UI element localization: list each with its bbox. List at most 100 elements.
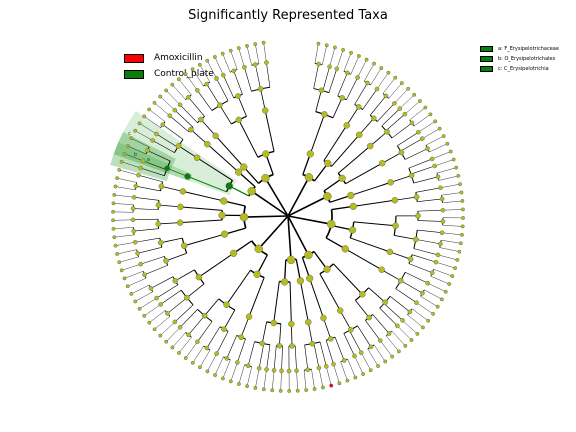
tree-branch bbox=[313, 251, 328, 270]
tree-branch bbox=[394, 235, 416, 240]
tree-branch bbox=[441, 239, 461, 244]
tree-node bbox=[460, 199, 465, 203]
tree-branch bbox=[394, 196, 417, 201]
tree-node bbox=[113, 243, 118, 248]
tree-node bbox=[454, 165, 459, 170]
tree-node bbox=[439, 297, 444, 302]
tree-node bbox=[164, 339, 169, 344]
tree-node bbox=[423, 105, 428, 110]
tree-branch bbox=[295, 259, 302, 281]
tree-branch bbox=[318, 367, 324, 388]
tree-node bbox=[262, 150, 270, 158]
tree-branch bbox=[353, 199, 395, 207]
tree-node bbox=[305, 318, 312, 326]
tree-node bbox=[448, 149, 453, 154]
tree-branch bbox=[206, 83, 221, 106]
tree-node bbox=[205, 58, 210, 63]
tree-node bbox=[197, 62, 202, 67]
tree-branch bbox=[140, 167, 165, 177]
tree-branch bbox=[240, 316, 250, 338]
tree-branch bbox=[266, 344, 271, 370]
tree-branch bbox=[140, 256, 165, 265]
tree-branch bbox=[313, 63, 319, 89]
tree-branch bbox=[333, 364, 340, 384]
tree-branch bbox=[160, 96, 175, 111]
tree-branch bbox=[332, 97, 343, 118]
tree-node bbox=[440, 219, 446, 224]
tree-node bbox=[367, 142, 374, 150]
tree-node bbox=[253, 42, 258, 46]
tree-node bbox=[270, 319, 277, 327]
tree-node bbox=[204, 140, 211, 148]
tree-node bbox=[133, 128, 138, 133]
tree-node bbox=[264, 60, 269, 65]
clade-swatch bbox=[480, 56, 493, 62]
tree-node bbox=[378, 266, 385, 273]
tree-node bbox=[155, 221, 162, 227]
tree-branch bbox=[410, 165, 435, 175]
tree-branch bbox=[214, 356, 224, 376]
tree-branch bbox=[281, 345, 283, 371]
tree-node bbox=[256, 365, 262, 371]
tree-branch bbox=[322, 45, 327, 65]
tree-node bbox=[225, 182, 233, 190]
tree-node bbox=[220, 51, 225, 56]
tree-node bbox=[345, 70, 350, 76]
tree-node bbox=[288, 320, 295, 328]
tree-branch bbox=[233, 70, 243, 95]
tree-branch bbox=[214, 56, 224, 76]
tree-node bbox=[213, 55, 217, 59]
tree-branch bbox=[179, 309, 198, 328]
tree-branch bbox=[174, 109, 194, 128]
tree-node bbox=[155, 202, 162, 208]
tree-branch bbox=[139, 123, 157, 135]
tree-branch bbox=[187, 175, 227, 193]
tree-node bbox=[382, 299, 388, 306]
tree-node bbox=[195, 273, 203, 281]
tree-branch bbox=[185, 341, 198, 359]
tree-branch bbox=[133, 228, 159, 232]
tree-branch bbox=[391, 122, 413, 139]
tree-node bbox=[147, 107, 152, 112]
tree-branch bbox=[207, 143, 240, 173]
tree-node bbox=[294, 368, 299, 374]
tree-node bbox=[439, 230, 445, 236]
tree-branch bbox=[224, 227, 246, 235]
tree-branch bbox=[137, 246, 162, 254]
tree-node bbox=[117, 260, 122, 265]
tree-node bbox=[111, 209, 115, 214]
tree-node bbox=[305, 367, 311, 373]
tree-node bbox=[147, 320, 152, 325]
tree-node bbox=[235, 116, 242, 124]
tree-branch bbox=[223, 200, 246, 207]
tree-node bbox=[295, 388, 300, 393]
tree-node bbox=[450, 274, 455, 279]
tree-branch bbox=[216, 78, 229, 101]
tree-node bbox=[296, 277, 304, 285]
tree-branch bbox=[289, 281, 292, 324]
tree-branch bbox=[186, 283, 205, 299]
tree-node bbox=[331, 361, 336, 367]
tree-branch bbox=[390, 296, 411, 313]
tree-branch bbox=[272, 370, 275, 391]
tree-branch bbox=[265, 153, 274, 175]
tree-node bbox=[447, 282, 452, 286]
tree-branch bbox=[230, 362, 238, 382]
tree-branch bbox=[304, 344, 309, 370]
tree-node bbox=[270, 388, 275, 393]
tree-branch bbox=[283, 259, 287, 282]
tree-node bbox=[304, 173, 314, 182]
tree-node bbox=[323, 265, 331, 273]
tree-node bbox=[304, 388, 309, 392]
tree-branch bbox=[131, 138, 150, 148]
tree-node bbox=[240, 163, 248, 171]
tree-branch bbox=[115, 186, 136, 191]
tree-branch bbox=[323, 177, 343, 192]
tree-branch bbox=[273, 345, 277, 371]
tree-branch bbox=[303, 370, 307, 391]
tree-branch bbox=[216, 331, 229, 354]
tree-branch bbox=[152, 140, 175, 153]
clade-swatch bbox=[480, 46, 493, 52]
clade-swatch bbox=[480, 66, 493, 72]
